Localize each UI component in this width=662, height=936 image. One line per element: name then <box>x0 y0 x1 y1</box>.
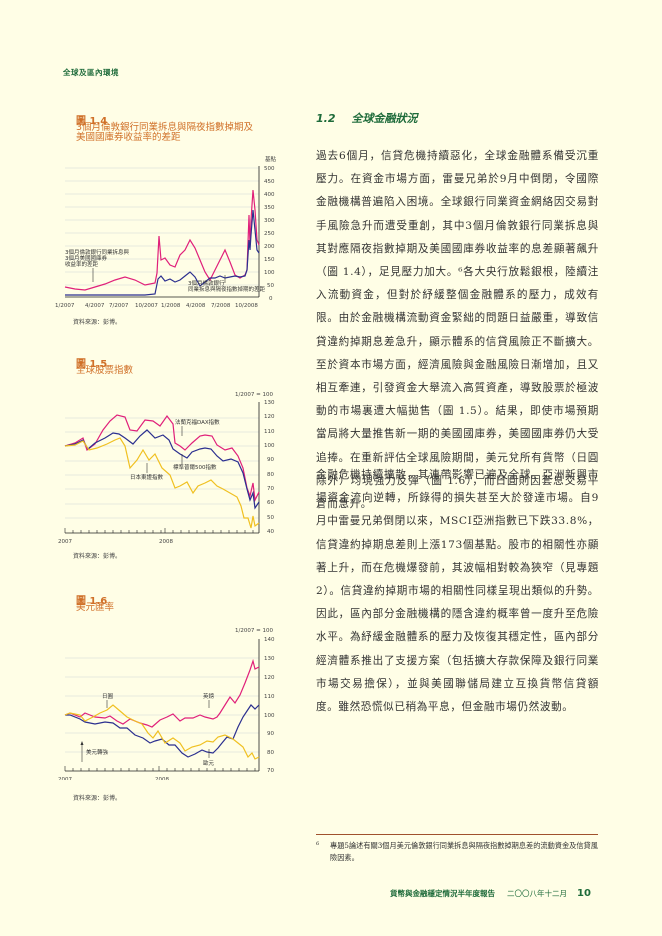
svg-text:1/2007: 1/2007 <box>55 303 75 309</box>
svg-text:50: 50 <box>267 283 274 289</box>
svg-text:4/2008: 4/2008 <box>186 303 206 309</box>
annotation-topix: 日本東證指數 <box>130 473 164 481</box>
svg-text:100: 100 <box>264 713 275 719</box>
svg-text:130: 130 <box>264 400 275 406</box>
svg-text:80: 80 <box>267 472 274 478</box>
paragraph-2: 金融危機持續擴散，其連帶影響已遍及全球。亞洲新興市場資金流向逆轉，所錄得的損失甚… <box>316 469 599 714</box>
svg-text:90: 90 <box>267 457 274 463</box>
chart-usd-exchange-rates: 1/2007 = 100 140 130 120 110 100 90 80 70 2007… <box>58 628 275 780</box>
annotation-sp500: 標準普爾500指數 <box>173 463 217 471</box>
svg-text:2007: 2007 <box>58 539 72 543</box>
svg-text:140: 140 <box>264 637 275 643</box>
svg-text:100: 100 <box>264 270 275 276</box>
svg-text:250: 250 <box>264 231 275 237</box>
svg-text:2008: 2008 <box>155 777 169 780</box>
page-footer: 貨幣與金融穩定情況半年度報告 二〇〇八年十二月 10 <box>390 888 591 899</box>
paragraph-1: 過去6個月，信貸危機持續惡化，全球金融體系備受沉重壓力。在資金市場方面，雷曼兄弟… <box>316 150 599 511</box>
svg-text:120: 120 <box>264 675 275 681</box>
svg-text:350: 350 <box>264 205 275 211</box>
annotation-usd-stronger: 美元轉強 <box>86 748 109 756</box>
svg-text:7/2007: 7/2007 <box>109 303 129 309</box>
svg-text:4/2007: 4/2007 <box>85 303 105 309</box>
figure-number: 圖 1.5 <box>76 359 108 370</box>
footer-report-title: 貨幣與金融穩定情況半年度報告 <box>390 889 495 898</box>
y-unit-label: 基點 <box>265 155 277 163</box>
footnote-divider <box>316 834 598 835</box>
section-header: 全球及區內環境 <box>63 68 119 77</box>
svg-text:90: 90 <box>267 731 274 737</box>
figure-title-line2: 美國國庫券收益率的差距 <box>76 132 181 143</box>
annotation-libor-ois-2: 同業拆息與隔夜指數掉期的差距 <box>188 285 266 293</box>
svg-text:40: 40 <box>267 529 274 535</box>
gridlines <box>65 167 259 286</box>
figure-title-line1: 全球股票指數 <box>76 365 134 376</box>
section-title: 全球金融狀況 <box>351 112 418 125</box>
footer-date: 二〇〇八年十二月 <box>507 889 567 898</box>
svg-text:300: 300 <box>264 218 275 224</box>
svg-text:450: 450 <box>264 179 275 185</box>
svg-text:70: 70 <box>267 486 274 492</box>
y-unit-label: 1/2007 = 100 <box>235 392 273 398</box>
annotation-libor-treasury-3: 收益率的差距 <box>65 260 99 268</box>
svg-text:70: 70 <box>267 768 274 774</box>
svg-text:10/2008: 10/2008 <box>235 303 258 309</box>
annotation-libor-ois-1: 3個月倫敦銀行 <box>188 279 225 287</box>
svg-text:110: 110 <box>264 429 275 435</box>
svg-text:150: 150 <box>264 257 275 263</box>
footnote-text: 專題5論述有關3個月美元倫敦銀行同業拆息與隔夜指數掉期息差的流動資金及信貸風險因… <box>330 841 598 862</box>
annotation-gbp: 英鎊 <box>203 692 215 700</box>
svg-text:500: 500 <box>264 166 275 172</box>
annotation-euro: 歐元 <box>203 759 215 767</box>
svg-text:7/2008: 7/2008 <box>211 303 231 309</box>
figure-source: 資料來源：彭博。 <box>73 319 122 326</box>
svg-text:10/2007: 10/2007 <box>135 303 158 309</box>
svg-text:0: 0 <box>269 296 273 302</box>
figure-source: 資料來源：彭博。 <box>73 553 122 560</box>
svg-text:110: 110 <box>264 694 275 700</box>
annotation-yen: 日圓 <box>102 693 114 700</box>
svg-text:50: 50 <box>267 515 274 521</box>
svg-text:400: 400 <box>264 192 275 198</box>
footnote-marker: 6 <box>316 841 320 847</box>
annotation-libor-treasury-1: 3個月倫敦銀行同業拆息與 <box>65 248 130 256</box>
svg-text:60: 60 <box>267 500 274 506</box>
figure-title-line1: 3個月倫敦銀行同業拆息與隔夜指數掉期及 <box>76 122 254 133</box>
annotation-libor-treasury-2: 3個月美國國庫券 <box>65 254 107 262</box>
svg-text:2008: 2008 <box>159 539 173 543</box>
svg-text:1/2008: 1/2008 <box>161 303 181 309</box>
footnote: 6 專題5論述有關3個月美元倫敦銀行同業拆息與隔夜指數掉期息差的流動資金及信貸風… <box>316 840 599 864</box>
section-number: 1.2 <box>316 112 336 125</box>
svg-text:120: 120 <box>264 414 275 420</box>
svg-text:130: 130 <box>264 656 275 662</box>
svg-text:200: 200 <box>264 244 275 250</box>
y-unit-label: 1/2007 = 100 <box>235 628 273 634</box>
figure-title-line1: 美元匯率 <box>76 602 115 613</box>
figure-number: 圖 1.4 <box>76 116 108 127</box>
section-heading: 1.2 全球金融狀況 <box>316 110 418 126</box>
figure-number: 圖 1.6 <box>76 596 108 607</box>
svg-text:100: 100 <box>264 443 275 449</box>
annotation-dax: 法蘭克福DAX指數 <box>175 418 220 426</box>
svg-text:80: 80 <box>267 750 274 756</box>
svg-text:2007: 2007 <box>58 777 72 780</box>
page-number: 10 <box>577 888 591 899</box>
figure-source: 資料來源：彭博。 <box>73 795 122 802</box>
